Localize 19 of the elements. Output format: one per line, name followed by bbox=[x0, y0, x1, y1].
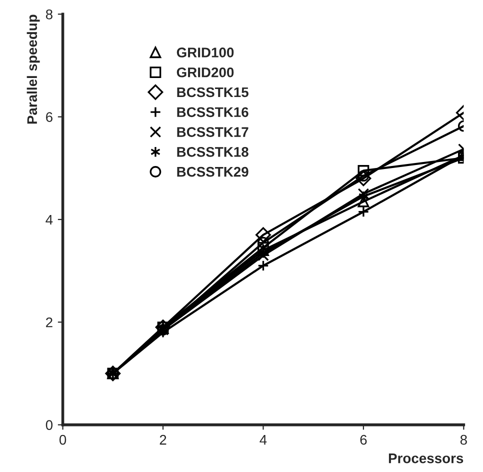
legend-label: BCSSTK16 bbox=[177, 107, 248, 118]
legend-label: BCSSTK18 bbox=[177, 147, 248, 157]
legend-label: BCSSTK15 bbox=[177, 87, 248, 98]
x-tick-label: 8 bbox=[460, 434, 467, 445]
x-tick-label: 0 bbox=[59, 434, 66, 445]
y-tick-label: 8 bbox=[46, 9, 52, 20]
y-tick-label: 0 bbox=[46, 420, 53, 430]
y-axis-title: Parallel speedup bbox=[26, 14, 40, 124]
legend-label: BCSSTK29 bbox=[177, 166, 248, 177]
legend-label: GRID100 bbox=[176, 48, 234, 58]
x-tick-label: 6 bbox=[360, 434, 367, 445]
x-tick-label: 2 bbox=[160, 434, 166, 445]
x-axis-title: Processors bbox=[388, 454, 464, 464]
x-tick-label: 4 bbox=[260, 435, 267, 445]
y-tick-label: 4 bbox=[46, 214, 53, 225]
y-tick-label: 2 bbox=[46, 317, 52, 328]
y-tick-label: 6 bbox=[46, 112, 52, 122]
legend-label: GRID200 bbox=[176, 67, 234, 78]
legend-label: BCSSTK17 bbox=[177, 127, 248, 137]
